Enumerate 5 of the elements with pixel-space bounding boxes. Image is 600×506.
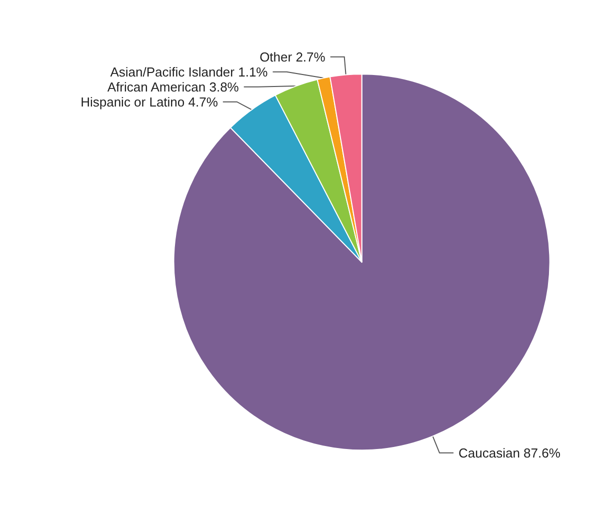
slice-label: Hispanic or Latino 4.7% <box>80 94 218 110</box>
slice-label: Asian/Pacific Islander 1.1% <box>110 64 268 80</box>
slice-label: African American 3.8% <box>107 79 240 94</box>
slice-label: Other 2.7% <box>260 49 326 64</box>
slice-label: Caucasian 87.6% <box>458 445 561 460</box>
